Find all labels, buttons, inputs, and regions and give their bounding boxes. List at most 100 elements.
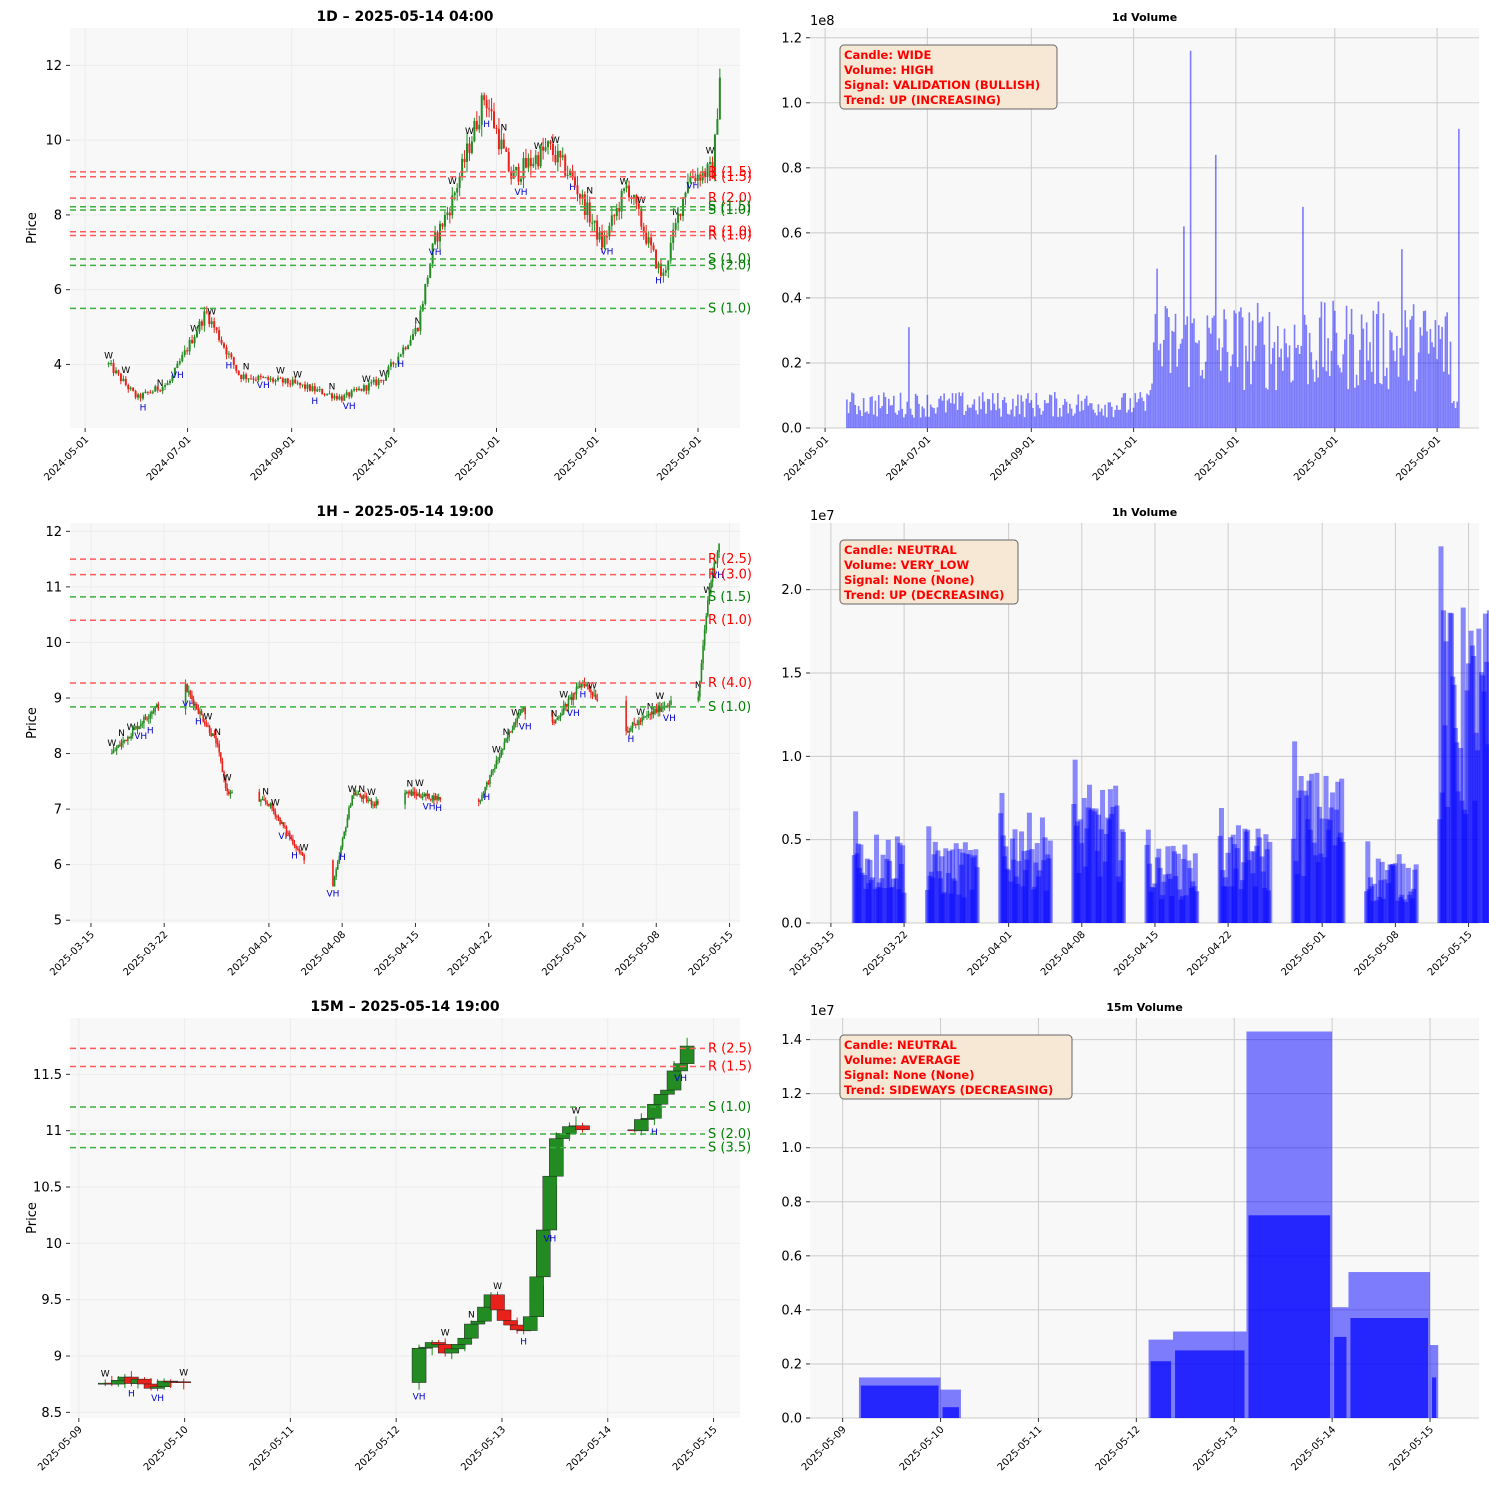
volume-bar [1152, 883, 1158, 923]
candle-body [198, 321, 201, 332]
volume-bar [935, 850, 941, 923]
volume-bar [983, 401, 986, 428]
volume-bar [1019, 831, 1025, 923]
candle-body [333, 876, 336, 887]
volume-bar [1132, 407, 1135, 428]
volume-bar [1213, 315, 1215, 428]
x-tick-label: 2025-05-15 [671, 1424, 720, 1473]
candle-marker: W [465, 127, 474, 137]
volume-bar [941, 400, 944, 428]
candle-body [184, 684, 187, 710]
candle-marker: VH [413, 1393, 426, 1403]
y-tick-label: 6 [54, 283, 62, 298]
volume-bar [1397, 897, 1403, 923]
level-label: S (3.5) [708, 1141, 751, 1156]
candle-body [115, 747, 118, 751]
candle-body [527, 158, 530, 168]
volume-bar [1375, 314, 1378, 428]
candle-body [277, 816, 280, 819]
candle-body [706, 163, 709, 178]
candle-body [227, 353, 230, 355]
volume-bar [1391, 332, 1393, 428]
candle-body [301, 384, 304, 386]
candle-body [149, 714, 152, 718]
candle-body [601, 232, 604, 248]
volume-bar [874, 400, 877, 428]
level-label: R (2.5) [708, 552, 752, 567]
y-tick-label: 0.4 [781, 1303, 802, 1318]
volume-bar [1181, 338, 1184, 428]
candle-body [286, 378, 289, 384]
candle-body [141, 393, 144, 399]
volume-bar [1105, 817, 1111, 923]
volume-bar [938, 878, 944, 923]
volume-bar [1319, 818, 1325, 923]
y-tick-label: 0.6 [781, 226, 802, 241]
volume-bar [876, 416, 878, 428]
candle-marker: H [655, 276, 662, 286]
volume-bar [1288, 345, 1291, 428]
volume-bar [857, 405, 860, 428]
candle-body [478, 124, 481, 130]
candle-body [457, 1337, 473, 1345]
candle-body [633, 722, 635, 724]
candle-body [652, 245, 655, 250]
candle-body [470, 1320, 486, 1325]
candle-marker: W [511, 708, 520, 718]
volume-bar [1028, 402, 1031, 428]
volume-bar [1144, 410, 1147, 428]
candle-body [377, 800, 379, 805]
volume-bar [1060, 416, 1063, 428]
volume-bar [1422, 311, 1425, 428]
candle-body [500, 139, 503, 150]
candle-body [151, 391, 154, 393]
candle-body [623, 188, 626, 191]
volume-bar [1485, 744, 1489, 923]
candle-body [591, 222, 594, 224]
candle-body [242, 374, 245, 380]
candle-body [521, 708, 523, 713]
candle-body [266, 802, 269, 804]
candle-body [434, 232, 437, 244]
volume-bar [1129, 398, 1132, 428]
candle-body [124, 378, 127, 385]
volume-bar [951, 878, 957, 923]
volume-bar [985, 413, 987, 428]
candle-body [414, 327, 417, 335]
candle-marker: VH [134, 732, 147, 742]
volume-bar [1362, 328, 1365, 428]
x-tick-label: 2025-03-22 [121, 929, 170, 978]
volume-bar [855, 843, 861, 923]
candle-body [269, 378, 272, 380]
volume-bar [1256, 837, 1262, 923]
candle-body [551, 714, 554, 722]
candle-marker: H [520, 1337, 527, 1347]
candle-body [387, 366, 390, 375]
volume-bar [1093, 808, 1099, 923]
volume-bar [1239, 880, 1245, 923]
candle-body [276, 816, 278, 818]
volume-bar [1092, 811, 1098, 923]
candle-body [562, 1126, 577, 1134]
candle-body [412, 334, 415, 340]
volume-bar [962, 842, 968, 923]
candle-body [230, 353, 233, 358]
candle-body [509, 731, 512, 733]
candle-body [247, 378, 250, 380]
level-label: R (1.5) [708, 1059, 752, 1074]
volume-bar [1236, 367, 1239, 428]
volume-bar [1008, 414, 1011, 428]
volume-bar [852, 393, 855, 428]
volume-bar [1107, 402, 1110, 428]
candle-marker: VH [674, 1074, 687, 1084]
candle-body [513, 722, 515, 730]
candle-body [660, 1089, 675, 1095]
candle-body [195, 704, 198, 710]
candle-body [336, 861, 339, 870]
volume-bar [938, 398, 940, 428]
candle-body [203, 311, 206, 326]
candle-body [369, 799, 371, 801]
candle-body [157, 704, 160, 710]
volume-bar [1364, 891, 1370, 923]
candle-body [488, 108, 491, 110]
